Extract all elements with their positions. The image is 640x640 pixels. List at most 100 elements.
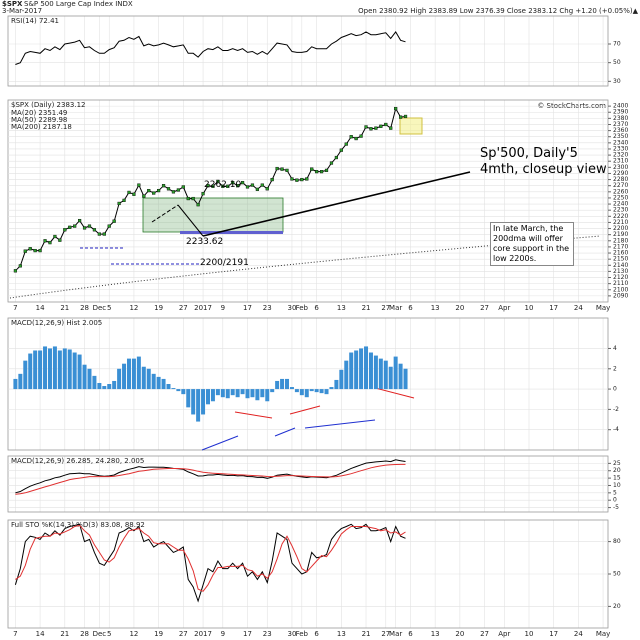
close-mark (196, 203, 200, 207)
close-mark (78, 218, 82, 223)
close-mark (319, 170, 324, 174)
close-mark (142, 194, 146, 198)
bar (196, 389, 201, 422)
close-mark (107, 224, 111, 228)
close-mark (132, 192, 136, 196)
x-tick-label: 6 (408, 304, 413, 312)
close-mark (344, 142, 348, 146)
close-mark (265, 187, 269, 191)
x-tick-label: 23 (263, 304, 272, 312)
bar (329, 387, 334, 390)
y-tick-label: 2230 (613, 207, 628, 214)
y-tick-label: 2330 (613, 145, 628, 152)
y-tick-label: -4 (613, 426, 619, 433)
x-tick-label: 24 (574, 304, 583, 312)
rise-line (151, 204, 179, 223)
bar (13, 378, 18, 390)
bar (112, 380, 117, 390)
x-tick-label: 7 (13, 304, 17, 312)
y-tick-label: 2120 (613, 274, 628, 281)
bar (87, 368, 92, 390)
y-tick-label: 2400 (613, 103, 628, 110)
close-mark (334, 155, 338, 160)
close-mark (260, 183, 264, 187)
data-line (15, 31, 406, 65)
y-tick-label: 2380 (613, 115, 628, 122)
bar (171, 388, 176, 390)
close-mark (305, 177, 309, 181)
x-tick-label: 27 (179, 630, 188, 638)
y-tick-label: 2350 (613, 133, 628, 140)
x-tick-label: 21 (60, 304, 69, 312)
close-mark (112, 219, 116, 223)
panel-frame (7, 15, 609, 87)
y-tick-label: 20 (613, 467, 621, 474)
y-tick-label: 2100 (613, 286, 628, 293)
bar (47, 348, 52, 390)
close-mark (137, 183, 141, 187)
close-mark (255, 187, 259, 191)
close-mark (73, 224, 77, 228)
y-tick-label: 2170 (613, 243, 628, 250)
bar (151, 373, 156, 390)
bar (181, 389, 186, 395)
close-mark (285, 168, 289, 172)
y-tick-label: 2340 (613, 139, 628, 146)
x-tick-label: 28 (80, 304, 89, 312)
y-tick-label: 70 (613, 41, 621, 48)
close-mark (221, 184, 225, 188)
close-mark (359, 134, 363, 138)
close-mark (369, 127, 373, 131)
close-mark (166, 187, 171, 191)
bar (230, 389, 235, 396)
y-tick-label: 2140 (613, 262, 628, 269)
bar (359, 348, 364, 390)
x-tick-label: Apr (498, 630, 510, 638)
bar (339, 369, 344, 390)
divergence-blue (201, 435, 239, 451)
bar (82, 364, 87, 390)
panel-title: RSI(14) 72.41 (11, 17, 59, 25)
x-tick-label: 20 (455, 630, 464, 638)
bar (250, 389, 255, 398)
y-tick-label: 2290 (613, 170, 628, 177)
y-tick-label: 2110 (613, 280, 628, 287)
data-line (15, 463, 406, 495)
close-mark (92, 228, 97, 232)
close-mark (33, 248, 37, 253)
close-mark (245, 185, 250, 189)
bar (309, 389, 314, 392)
bar (220, 389, 225, 398)
close-mark (186, 196, 190, 201)
x-tick-label: 28 (80, 630, 89, 638)
annotation: 2233.62 (186, 237, 224, 247)
bar (52, 346, 57, 390)
x-tick-label: 17 (549, 304, 558, 312)
x-tick-label: 30 (287, 630, 296, 638)
x-tick-label: 17 (243, 630, 252, 638)
y-tick-label: 30 (613, 78, 621, 85)
bar (206, 389, 210, 405)
close-mark (206, 184, 210, 188)
y-tick-label: 0 (613, 497, 617, 504)
x-tick-label: Feb (296, 304, 309, 312)
x-tick-label: 13 (431, 630, 440, 638)
x-tick-label: Mar (389, 630, 402, 638)
bar (67, 349, 72, 390)
bar (255, 389, 260, 401)
bar (235, 389, 240, 398)
y-tick-label: -2 (613, 406, 619, 413)
bar (245, 389, 250, 399)
close-mark (147, 188, 151, 193)
x-tick-label: 27 (480, 630, 489, 638)
y-tick-label: 2390 (613, 109, 628, 116)
close-mark (384, 122, 388, 127)
bar (294, 389, 299, 393)
x-tick-label: May (596, 304, 610, 312)
x-tick-label: Feb (296, 630, 309, 638)
bar (393, 356, 398, 390)
bar (260, 389, 265, 398)
close-mark (240, 181, 245, 185)
bar (324, 389, 329, 395)
